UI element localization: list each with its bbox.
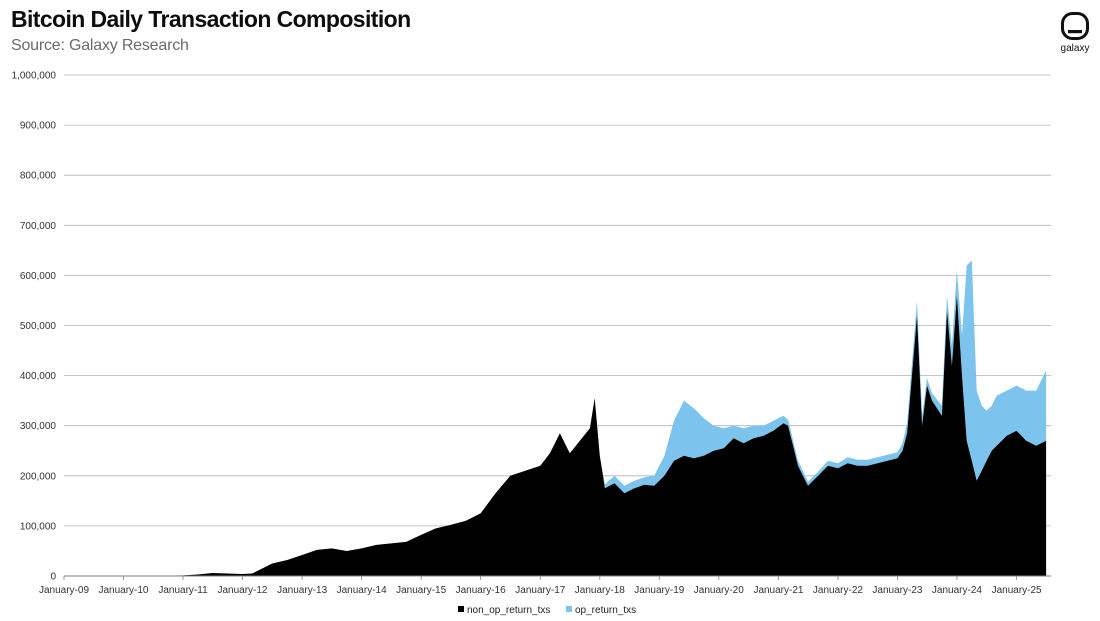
- x-tick-label: January-13: [277, 585, 327, 596]
- y-tick-label: 700,000: [20, 221, 57, 232]
- legend-swatch: [458, 606, 464, 612]
- x-axis-tick-labels: January-09 January-10 January-11 January-12…: [39, 576, 1042, 596]
- y-tick-label: 400,000: [20, 371, 57, 382]
- x-tick-label: January-11: [158, 585, 208, 596]
- legend-label: op_return_txs: [575, 605, 636, 616]
- x-tick-label: January-21: [753, 585, 803, 596]
- x-tick-label: January-22: [813, 585, 863, 596]
- y-tick-label: 1,000,000: [12, 71, 57, 82]
- x-tick-label: January-24: [932, 585, 982, 596]
- galaxy-logo: galaxy: [1055, 10, 1095, 58]
- y-tick-label: 600,000: [20, 271, 57, 282]
- x-tick-label: January-10: [98, 585, 148, 596]
- chart-subtitle: Source: Galaxy Research: [11, 37, 189, 54]
- y-tick-label: 300,000: [20, 421, 57, 432]
- legend-swatch: [566, 606, 572, 612]
- x-tick-label: January-20: [694, 585, 744, 596]
- galaxy-logo-text: galaxy: [1060, 43, 1090, 54]
- chart-title: Bitcoin Daily Transaction Composition: [11, 6, 411, 32]
- y-tick-label: 200,000: [20, 471, 57, 482]
- y-tick-label: 100,000: [20, 521, 57, 532]
- x-tick-label: January-09: [39, 585, 89, 596]
- x-tick-label: January-17: [515, 585, 565, 596]
- galaxy-logo-icon: [1061, 12, 1089, 40]
- x-tick-label: January-14: [337, 585, 387, 596]
- grid-lines: [64, 74, 1051, 527]
- stacked-areas: [64, 260, 1047, 576]
- y-tick-label: 500,000: [20, 321, 57, 332]
- y-tick-label: 800,000: [20, 171, 57, 182]
- x-tick-label: January-23: [872, 585, 922, 596]
- chart-legend: non_op_return_txs op_return_txs: [458, 605, 636, 616]
- x-tick-label: January-18: [575, 585, 625, 596]
- y-tick-label: 0: [50, 572, 56, 583]
- x-tick-label: January-12: [217, 585, 267, 596]
- legend-label: non_op_return_txs: [467, 605, 550, 616]
- x-tick-label: January-16: [456, 585, 506, 596]
- y-axis-tick-labels: 0 100,000 200,000 300,000 400,000 500,000 600,…: [12, 71, 57, 583]
- x-tick-label: January-25: [992, 585, 1042, 596]
- non-op-return-txs-area: [64, 295, 1047, 576]
- x-tick-label: January-19: [634, 585, 684, 596]
- x-tick-label: January-15: [396, 585, 446, 596]
- y-tick-label: 900,000: [20, 121, 57, 132]
